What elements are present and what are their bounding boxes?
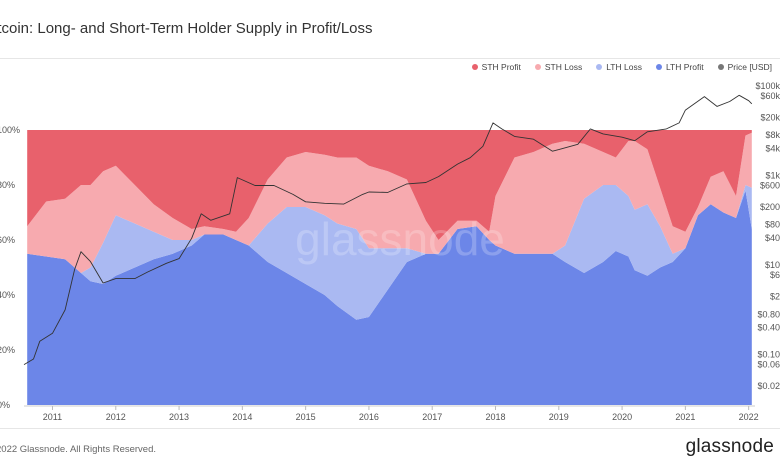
y-right-tick-label: $600 bbox=[760, 181, 780, 191]
x-tick-label: 2012 bbox=[106, 412, 126, 422]
legend-item-price[interactable]: Price [USD] bbox=[717, 62, 772, 72]
legend-dot-icon bbox=[596, 64, 603, 70]
y-left-tick-label: 20% bbox=[0, 345, 15, 355]
chart-legend: STH Profit STH Loss LTH Loss LTH Profit … bbox=[471, 62, 772, 72]
y-right-tick-label: $40 bbox=[765, 233, 780, 243]
y-right-tick-label: $0.06 bbox=[757, 360, 780, 370]
x-tick-label: 2017 bbox=[422, 412, 442, 422]
legend-item-sth-loss[interactable]: STH Loss bbox=[534, 62, 583, 72]
area-sth-loss[interactable] bbox=[27, 132, 752, 273]
copyright-text: 2022 Glassnode. All Rights Reserved. bbox=[0, 444, 157, 455]
y-left-tick-label: 80% bbox=[0, 180, 15, 190]
legend-dot-icon bbox=[471, 64, 478, 70]
y-right-tick-label: $0.80 bbox=[757, 309, 780, 319]
x-tick-label: 2018 bbox=[485, 412, 505, 422]
y-right-tick-label: $10 bbox=[765, 260, 780, 270]
x-tick-label: 2011 bbox=[43, 412, 62, 422]
price-line[interactable] bbox=[23, 94, 753, 365]
legend-label: Price [USD] bbox=[727, 62, 772, 72]
y-right-tick-label: $200 bbox=[760, 202, 780, 212]
x-tick-label: 2021 bbox=[675, 412, 695, 422]
footer-divider bbox=[0, 428, 780, 429]
watermark-text: glassnode bbox=[295, 213, 505, 265]
chart-title: itcoin: Long- and Short-Term Holder Supp… bbox=[0, 20, 373, 37]
legend-dot-icon bbox=[717, 64, 724, 70]
x-tick-label: 2019 bbox=[549, 412, 569, 422]
legend-item-lth-profit[interactable]: LTH Profit bbox=[655, 62, 704, 72]
y-right-tick-label: $20k bbox=[760, 112, 780, 122]
legend-label: LTH Profit bbox=[665, 62, 704, 72]
y-right-tick-label: $4k bbox=[765, 144, 780, 154]
axes-layer: 2011 2012 2013 2014 2015 2016 2017 2018 2019 2020… bbox=[0, 81, 780, 422]
area-lth-loss[interactable] bbox=[27, 185, 752, 320]
y-right-tick-label: $6 bbox=[770, 270, 780, 280]
area-sth-profit[interactable] bbox=[27, 130, 752, 240]
y-right-tick-label: $8k bbox=[765, 130, 780, 140]
legend-label: LTH Loss bbox=[606, 62, 642, 72]
y-right-tick-label: $80 bbox=[765, 220, 780, 230]
x-tick-label: 2015 bbox=[296, 412, 316, 422]
price-layer bbox=[23, 94, 753, 365]
y-right-tick-label: $1k bbox=[765, 171, 780, 181]
area-layer bbox=[27, 130, 752, 405]
area-lth-profit[interactable] bbox=[27, 190, 752, 406]
legend-item-lth-loss[interactable]: LTH Loss bbox=[596, 62, 642, 72]
y-right-tick-label: $0.02 bbox=[757, 381, 780, 391]
x-tick-label: 2014 bbox=[232, 412, 252, 422]
x-tick-label: 2016 bbox=[359, 412, 379, 422]
header-divider bbox=[0, 58, 780, 59]
y-right-tick-label: $0.40 bbox=[757, 323, 780, 333]
y-right-tick-label: $100k bbox=[755, 81, 780, 91]
y-right-tick-label: $0.10 bbox=[757, 350, 780, 360]
y-left-tick-label: 0% bbox=[0, 400, 10, 410]
legend-dot-icon bbox=[655, 64, 662, 70]
y-right-tick-label: $2 bbox=[770, 291, 780, 301]
y-left-tick-label: 60% bbox=[0, 235, 15, 245]
legend-label: STH Loss bbox=[544, 62, 583, 72]
x-tick-label: 2013 bbox=[169, 412, 189, 422]
legend-dot-icon bbox=[534, 64, 541, 70]
legend-label: STH Profit bbox=[481, 62, 521, 72]
y-left-tick-label: 100% bbox=[0, 125, 20, 135]
legend-item-sth-profit[interactable]: STH Profit bbox=[471, 62, 521, 72]
y-right-tick-label: $60k bbox=[760, 91, 780, 101]
x-tick-label: 2020 bbox=[612, 412, 632, 422]
y-left-tick-label: 40% bbox=[0, 290, 15, 300]
glassnode-logo: glassnode bbox=[685, 436, 774, 457]
x-tick-label: 2022 bbox=[739, 412, 759, 422]
